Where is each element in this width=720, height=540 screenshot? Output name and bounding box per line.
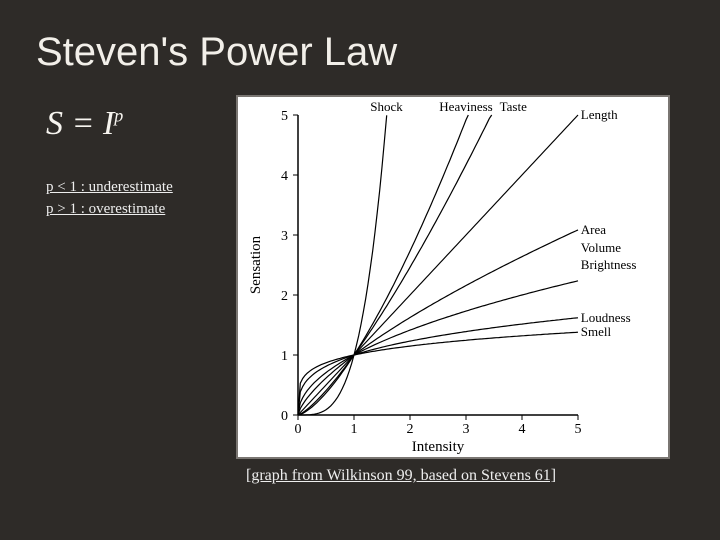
- svg-text:4: 4: [519, 422, 526, 437]
- slide-title: Steven's Power Law: [36, 30, 684, 75]
- formula: S = Ip: [46, 105, 236, 143]
- content-row: S = Ip p < 1 : underestimate p > 1 : ove…: [36, 95, 684, 459]
- left-column: S = Ip p < 1 : underestimate p > 1 : ove…: [36, 95, 236, 221]
- svg-text:Shock: Shock: [370, 99, 403, 114]
- chart-panel: 0 1 2 3 4 5 0 1 2 3 4 5 Intensity Sensation Shock Heavi…: [236, 95, 670, 459]
- svg-text:Intensity: Intensity: [412, 439, 465, 455]
- svg-text:4: 4: [281, 169, 288, 184]
- svg-text:Brightness: Brightness: [581, 257, 637, 272]
- svg-text:1: 1: [281, 349, 288, 364]
- slide-root: Steven's Power Law S = Ip p < 1 : undere…: [0, 0, 720, 540]
- svg-text:1: 1: [351, 422, 358, 437]
- svg-text:Length: Length: [581, 107, 618, 122]
- svg-text:3: 3: [281, 229, 288, 244]
- note-overestimate: p > 1 : overestimate: [46, 199, 236, 221]
- svg-text:Heaviness: Heaviness: [439, 99, 492, 114]
- svg-text:Taste: Taste: [500, 99, 527, 114]
- svg-text:3: 3: [463, 422, 470, 437]
- note-underestimate: p < 1 : underestimate: [46, 177, 236, 199]
- svg-text:Volume: Volume: [581, 240, 621, 255]
- power-law-chart: 0 1 2 3 4 5 0 1 2 3 4 5 Intensity Sensation Shock Heavi…: [238, 97, 668, 457]
- svg-text:0: 0: [295, 422, 302, 437]
- svg-text:2: 2: [281, 289, 288, 304]
- svg-text:5: 5: [575, 422, 582, 437]
- svg-text:5: 5: [281, 109, 288, 124]
- svg-text:0: 0: [281, 409, 288, 424]
- chart-caption: [graph from Wilkinson 99, based on Steve…: [246, 467, 684, 485]
- svg-text:Sensation: Sensation: [248, 235, 264, 294]
- svg-text:Smell: Smell: [581, 324, 612, 339]
- svg-text:2: 2: [407, 422, 414, 437]
- svg-text:Area: Area: [581, 222, 606, 237]
- svg-text:Loudness: Loudness: [581, 310, 631, 325]
